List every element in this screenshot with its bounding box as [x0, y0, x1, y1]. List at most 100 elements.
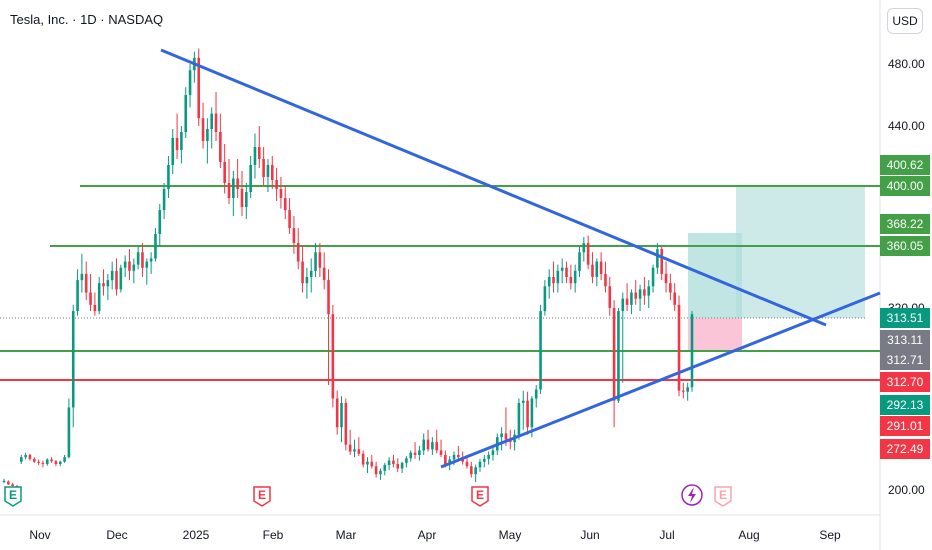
candle-body [249, 165, 252, 193]
candle [413, 442, 417, 459]
candle-body [63, 457, 66, 462]
candle [392, 454, 395, 468]
candle [184, 87, 188, 138]
candle [608, 277, 612, 316]
candle [249, 156, 252, 199]
candle [201, 102, 205, 149]
candle [552, 261, 555, 293]
candle-body [569, 277, 573, 284]
candle [673, 283, 676, 312]
candle-body [45, 459, 49, 464]
candle-body [335, 398, 339, 428]
candle [37, 459, 40, 466]
candle-body [154, 234, 157, 259]
candle-body [50, 459, 53, 462]
candle-body [608, 286, 612, 308]
candle [578, 246, 581, 278]
candle-body [54, 461, 58, 464]
candle [686, 382, 689, 401]
x-tick-label: Nov [29, 528, 50, 542]
candle-body [392, 460, 395, 464]
candle [257, 126, 261, 168]
candle [374, 461, 378, 478]
candle-body [175, 138, 179, 150]
candle [625, 283, 629, 312]
price-badge-text: 292.13 [887, 398, 924, 412]
candle [379, 468, 382, 480]
candle-body [487, 454, 490, 459]
price-badge-text: 368.22 [887, 217, 924, 231]
candle-body [366, 461, 369, 465]
price-badge-bg [880, 236, 930, 256]
price-badge-text: 400.00 [887, 179, 924, 193]
price-badge-text: 272.49 [887, 442, 924, 456]
earnings-event-marker-upcoming[interactable]: E [714, 486, 732, 507]
price-label-badge: 400.00 [880, 176, 930, 196]
candle-body [638, 289, 642, 299]
candle [582, 237, 586, 262]
price-label-badge: 360.05 [880, 236, 930, 256]
candle [175, 113, 179, 159]
currency-selector[interactable]: USD [887, 8, 923, 34]
candle [586, 235, 590, 270]
price-badge-bg [880, 176, 930, 196]
candle-body [67, 407, 71, 458]
candle-body [232, 178, 235, 199]
candle [565, 261, 568, 284]
price-label-badge: 368.22 [880, 214, 930, 234]
candle [677, 295, 681, 397]
candle-body [318, 252, 322, 268]
candle [24, 452, 27, 460]
earnings-event-marker[interactable]: E [4, 486, 22, 507]
candle [154, 228, 157, 262]
candle [193, 51, 196, 83]
candle-body [625, 298, 629, 305]
candle-body [517, 402, 521, 435]
candle-body [526, 400, 529, 428]
candle [28, 453, 32, 461]
candle-body [301, 261, 304, 284]
candle [58, 460, 62, 467]
candle [396, 458, 400, 472]
x-tick-label: Apr [418, 528, 437, 542]
candle-body [534, 389, 538, 399]
candle [474, 464, 477, 483]
candle [366, 457, 369, 474]
candle-body [167, 165, 170, 190]
candle [136, 246, 140, 270]
earnings-event-marker[interactable]: E [471, 486, 489, 507]
candle-body [110, 270, 114, 281]
candle [322, 252, 326, 290]
price-label-badge: 313.51 [880, 308, 930, 328]
earnings-event-marker[interactable]: E [253, 486, 271, 507]
candle [539, 304, 542, 394]
candle [149, 252, 153, 274]
price-label-badge: 291.01 [880, 416, 930, 436]
candle-body [457, 454, 460, 458]
candle [214, 91, 218, 141]
candle [219, 113, 222, 168]
candle-body [435, 442, 439, 451]
candle [227, 159, 231, 205]
candle-body [500, 433, 503, 438]
candle-body [413, 452, 417, 455]
candle [206, 118, 209, 164]
candle-body [253, 147, 257, 165]
price-badge-bg [880, 395, 930, 415]
candle-body [93, 304, 97, 312]
candle [547, 269, 551, 299]
candle-body [288, 210, 291, 229]
descending-trendline [160, 48, 827, 327]
candle [158, 204, 162, 247]
y-tick-label: 200.00 [888, 483, 925, 497]
lightning-icon[interactable] [681, 484, 703, 506]
y-tick-label: 480.00 [888, 57, 925, 71]
candle-body [630, 292, 633, 305]
candle [604, 261, 607, 293]
candle-body [37, 461, 40, 463]
candle [621, 292, 625, 383]
price-badge-bg [880, 439, 930, 459]
candle [669, 273, 672, 301]
